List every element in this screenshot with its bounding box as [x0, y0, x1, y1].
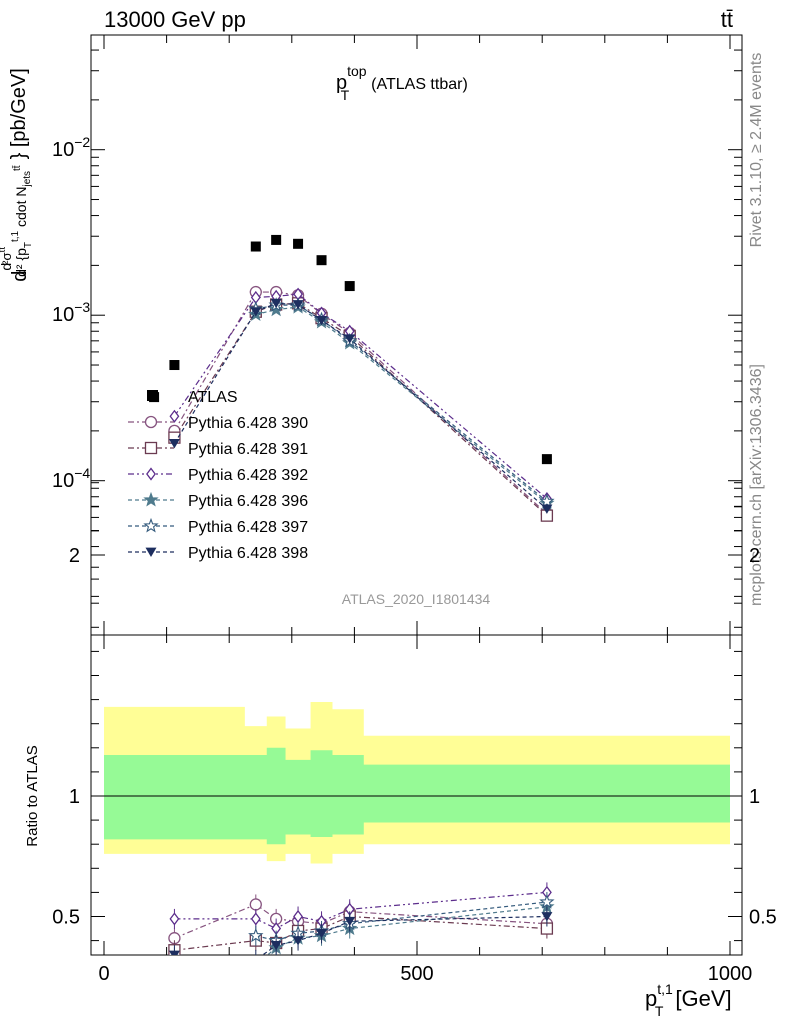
data-point: [316, 255, 327, 266]
y-tick-label-1e-2: 10−2: [52, 134, 90, 161]
ratio-point: [169, 912, 180, 926]
mcplots-label: mcplots.cern.ch [arXiv:1306.3436]: [748, 364, 765, 606]
ratio-point: [249, 898, 262, 911]
legend-label: ATLAS: [188, 389, 238, 406]
data-point: [541, 504, 553, 514]
data-point: [268, 301, 284, 317]
ratio-y-tick-labels: 0.5 0.5 1 1 2 2: [52, 545, 777, 929]
legend-marker: [143, 491, 159, 507]
x-tick-label: 1000: [708, 963, 753, 985]
x-tick-labels: 0 500 1000: [98, 963, 752, 985]
legend-entry-pythia-6-428-392: Pythia 6.428 392: [128, 467, 308, 484]
data-point: [270, 298, 282, 309]
legend-label: Pythia 6.428 392: [188, 467, 308, 484]
legend-entry-pythia-6-428-396: Pythia 6.428 396: [128, 491, 308, 510]
x-tick-label: 500: [400, 963, 433, 985]
ratio-point: [292, 936, 304, 946]
series-pythia-6-428-398: [168, 298, 553, 514]
ratio-line: [174, 915, 547, 951]
ratio-point: [250, 912, 261, 926]
legend-entry-atlas: ATLAS: [147, 389, 238, 406]
main-y-axis-label: dd²σtt̄d² {pTt,1 cdot Njetstt̄} [pb/GeV]: [0, 68, 34, 282]
data-point: [169, 409, 180, 423]
ratio-point: [250, 955, 261, 964]
main-y-tick-labels: 10−4 10−3 10−2: [52, 134, 90, 492]
ratio-y-tick-label: 2: [69, 545, 80, 567]
ratio-point: [316, 928, 328, 939]
process-label: tt̄: [721, 7, 733, 32]
legend: ATLAS Pythia 6.428 390 Pythia 6.428 391 Pyt…: [128, 389, 308, 562]
ratio-series-pythia-6-428-391: [168, 906, 554, 955]
ratio-panel-ticks: [91, 482, 742, 955]
main-panel-ticks: [91, 35, 742, 635]
x-axis-label: pt,1 T [GeV]: [645, 981, 732, 1019]
legend-label: Pythia 6.428 398: [188, 545, 308, 562]
legend-label: Pythia 6.428 390: [188, 415, 308, 432]
legend-marker: [145, 547, 157, 557]
ratio-y-tick-label-right: 2: [749, 545, 760, 567]
ratio-series-pythia-6-428-398: [168, 906, 553, 964]
legend-entry-pythia-6-428-390: Pythia 6.428 390: [128, 415, 308, 432]
ratio-point: [250, 958, 262, 970]
ratio-point: [344, 916, 356, 927]
ratio-y-tick-label: 0.5: [52, 907, 80, 929]
data-point: [250, 241, 261, 252]
ratio-point: [541, 912, 553, 922]
ratio-point: [168, 950, 180, 955]
legend-entry-pythia-6-428-398: Pythia 6.428 398: [128, 545, 308, 562]
legend-marker: [144, 441, 158, 455]
rivet-version-label: Rivet 3.1.10, ≥ 2.4M events: [748, 53, 765, 248]
ratio-panel: Ratio to ATLAS 0.5 0.5 1 1 2 2 0 500 1000 pt,1 T…: [24, 482, 777, 1019]
ratio-point: [293, 909, 303, 924]
legend-marker: [146, 467, 156, 481]
ratio-y-tick-label-right: 1: [749, 786, 760, 808]
ratio-series-pythia-6-428-390: [168, 894, 554, 949]
series-pythia-6-428-391: [168, 297, 554, 522]
svg-text:dd²σtt̄d² {pTt,1 cdot Njetstt̄: dd²σtt̄d² {pTt,1 cdot Njetstt̄} [pb/GeV]: [0, 68, 34, 282]
analysis-id: ATLAS_2020_I1801434: [342, 591, 491, 607]
data-point: [293, 238, 304, 249]
legend-label: Pythia 6.428 391: [188, 441, 308, 458]
x-tick-label: 0: [98, 963, 109, 985]
collision-label: 13000 GeV pp: [104, 7, 246, 32]
ratio-y-tick-label: 1: [69, 786, 80, 808]
ratio-point: [248, 927, 264, 943]
data-point: [541, 454, 552, 465]
ratio-bands: [104, 702, 730, 864]
data-point: [344, 281, 355, 292]
y-tick-label-1e-4: 10−4: [52, 465, 90, 492]
ratio-line: [174, 903, 547, 939]
legend-marker: [143, 517, 159, 533]
ratio-y-axis-label: Ratio to ATLAS: [24, 745, 41, 846]
data-point: [316, 316, 328, 326]
data-point: [169, 360, 180, 371]
ratio-y-tick-label-right: 0.5: [749, 907, 777, 929]
y-tick-label-1e-3: 10−3: [52, 299, 90, 326]
main-data-marks: [149, 234, 555, 522]
legend-entry-pythia-6-428-397: Pythia 6.428 397: [128, 517, 308, 536]
data-point: [344, 334, 356, 344]
ratio-series-pythia-6-428-392: [169, 882, 552, 939]
data-point: [168, 439, 180, 449]
legend-label: Pythia 6.428 397: [188, 519, 308, 536]
legend-marker: [144, 415, 158, 429]
data-point: [271, 234, 282, 245]
ratio-point: [539, 893, 555, 909]
ratio-series-group: [166, 882, 555, 970]
legend-label: Pythia 6.428 396: [188, 493, 308, 510]
legend-entry-pythia-6-428-391: Pythia 6.428 391: [128, 441, 308, 458]
data-point: [250, 307, 262, 317]
data-point: [292, 300, 304, 310]
legend-marker: [147, 390, 158, 401]
data-point: [539, 493, 555, 508]
ratio-data-marks: [166, 882, 555, 970]
panel-title: ptop T(ATLAS ttbar): [336, 63, 468, 103]
ratio-point: [270, 941, 282, 951]
